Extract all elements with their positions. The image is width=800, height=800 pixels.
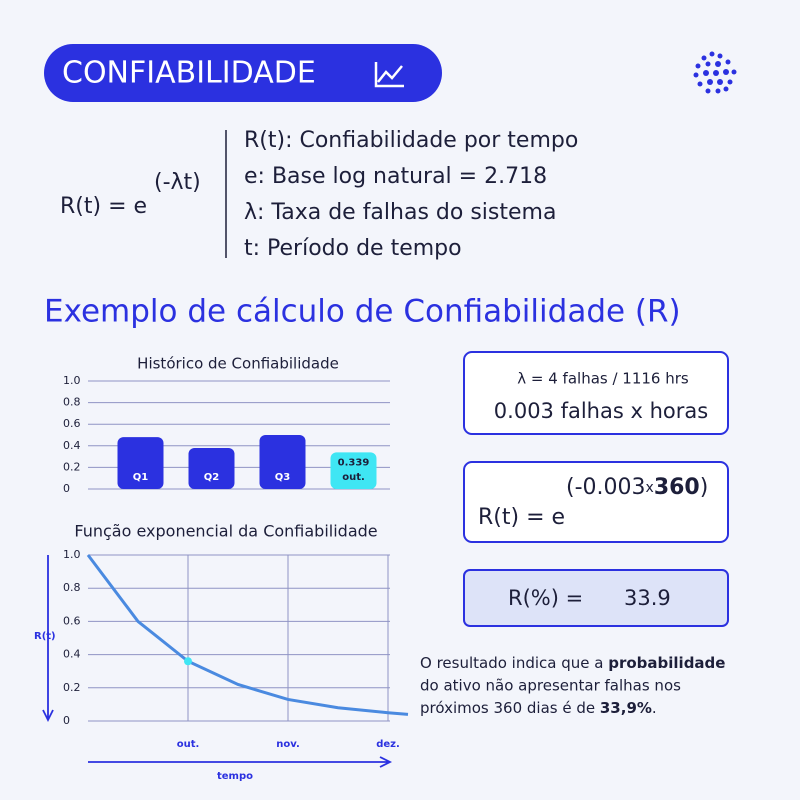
highlight-point [184,657,192,666]
x-tick-label: dez. [376,739,400,750]
y-tick-label: 1.0 [63,548,81,561]
note-text: próximos 360 dias é de [420,699,600,717]
bar [117,437,164,489]
y-tick-label: 0.2 [63,681,81,694]
result-value: 33.9 [624,586,671,610]
note-line: O resultado indica que a probabilidade [420,654,725,672]
value-label: 0.339 [338,457,370,468]
y-tick-label: 1.0 [63,374,81,387]
y-tick-label: 0.8 [63,396,81,409]
y-tick-label: 0 [63,482,70,495]
exp-open: (-0.003 [566,475,646,500]
chart-title: Histórico de Confiabilidade [137,355,339,373]
note-line: do ativo não apresentar falhas nos [420,676,681,694]
y-axis-label: R(t) [34,631,56,642]
x-tick-label: nov. [276,739,300,750]
y-tick-label: 0.4 [63,648,81,661]
y-tick-label: 0.2 [63,460,81,473]
lambda-box [463,351,729,435]
chart-title: Função exponencial da Confiabilidade [74,522,377,541]
formula-lhs: R(t) = e [60,194,147,219]
bar [188,447,235,489]
category-label: Q3 [275,472,291,483]
formula-exponent: (-λt) [154,170,201,195]
header-title: CONFIABILIDADE [62,56,316,91]
note-line: próximos 360 dias é de 33,9%. [420,699,657,717]
y-tick-label: 0.8 [63,581,81,594]
definition: e: Base log natural = 2.718 [244,164,547,189]
exp-close: ) [700,475,709,500]
category-label: Q2 [204,472,220,483]
lambda-line1: λ = 4 falhas / 1116 hrs [517,370,689,388]
note-text: do ativo não apresentar falhas nos [420,676,681,694]
y-tick-label: 0.6 [63,417,81,430]
result-label: R(%) = [508,586,583,610]
y-arrow [42,555,54,723]
y-tick-label: 0.4 [63,439,81,452]
exp-times: x [646,480,654,496]
r-exponent: (-0.003x360) [566,475,708,500]
chart-icon [374,62,404,88]
logo [693,51,737,94]
section-title: Exemplo de cálculo de Confiabilidade (R) [44,294,681,330]
bar [259,435,306,489]
x-tick-label: out. [177,739,200,750]
definition: λ: Taxa de falhas do sistema [244,200,556,225]
note-bold: probabilidade [608,654,725,672]
x-arrow [88,756,393,768]
bar [330,452,377,489]
header-pill [44,44,442,102]
r-lhs: R(t) = e [478,505,565,530]
definition: t: Período de tempo [244,236,462,261]
exp-days: 360 [654,475,700,500]
lambda-line2: 0.003 falhas x horas [494,399,708,423]
category-label: Q1 [133,472,149,483]
category-label: out. [342,472,365,483]
y-tick-label: 0 [63,714,70,727]
note: O resultado indica que a probabilidade do… [420,654,725,717]
line [86,554,409,716]
note-text: . [652,699,657,717]
y-tick-label: 0.6 [63,614,81,627]
definition: R(t): Confiabilidade por tempo [244,128,578,153]
x-axis-label: tempo [217,771,253,782]
result-box [463,569,729,627]
r-box [463,461,729,543]
note-text: O resultado indica que a [420,654,608,672]
note-bold: 33,9% [600,699,652,717]
